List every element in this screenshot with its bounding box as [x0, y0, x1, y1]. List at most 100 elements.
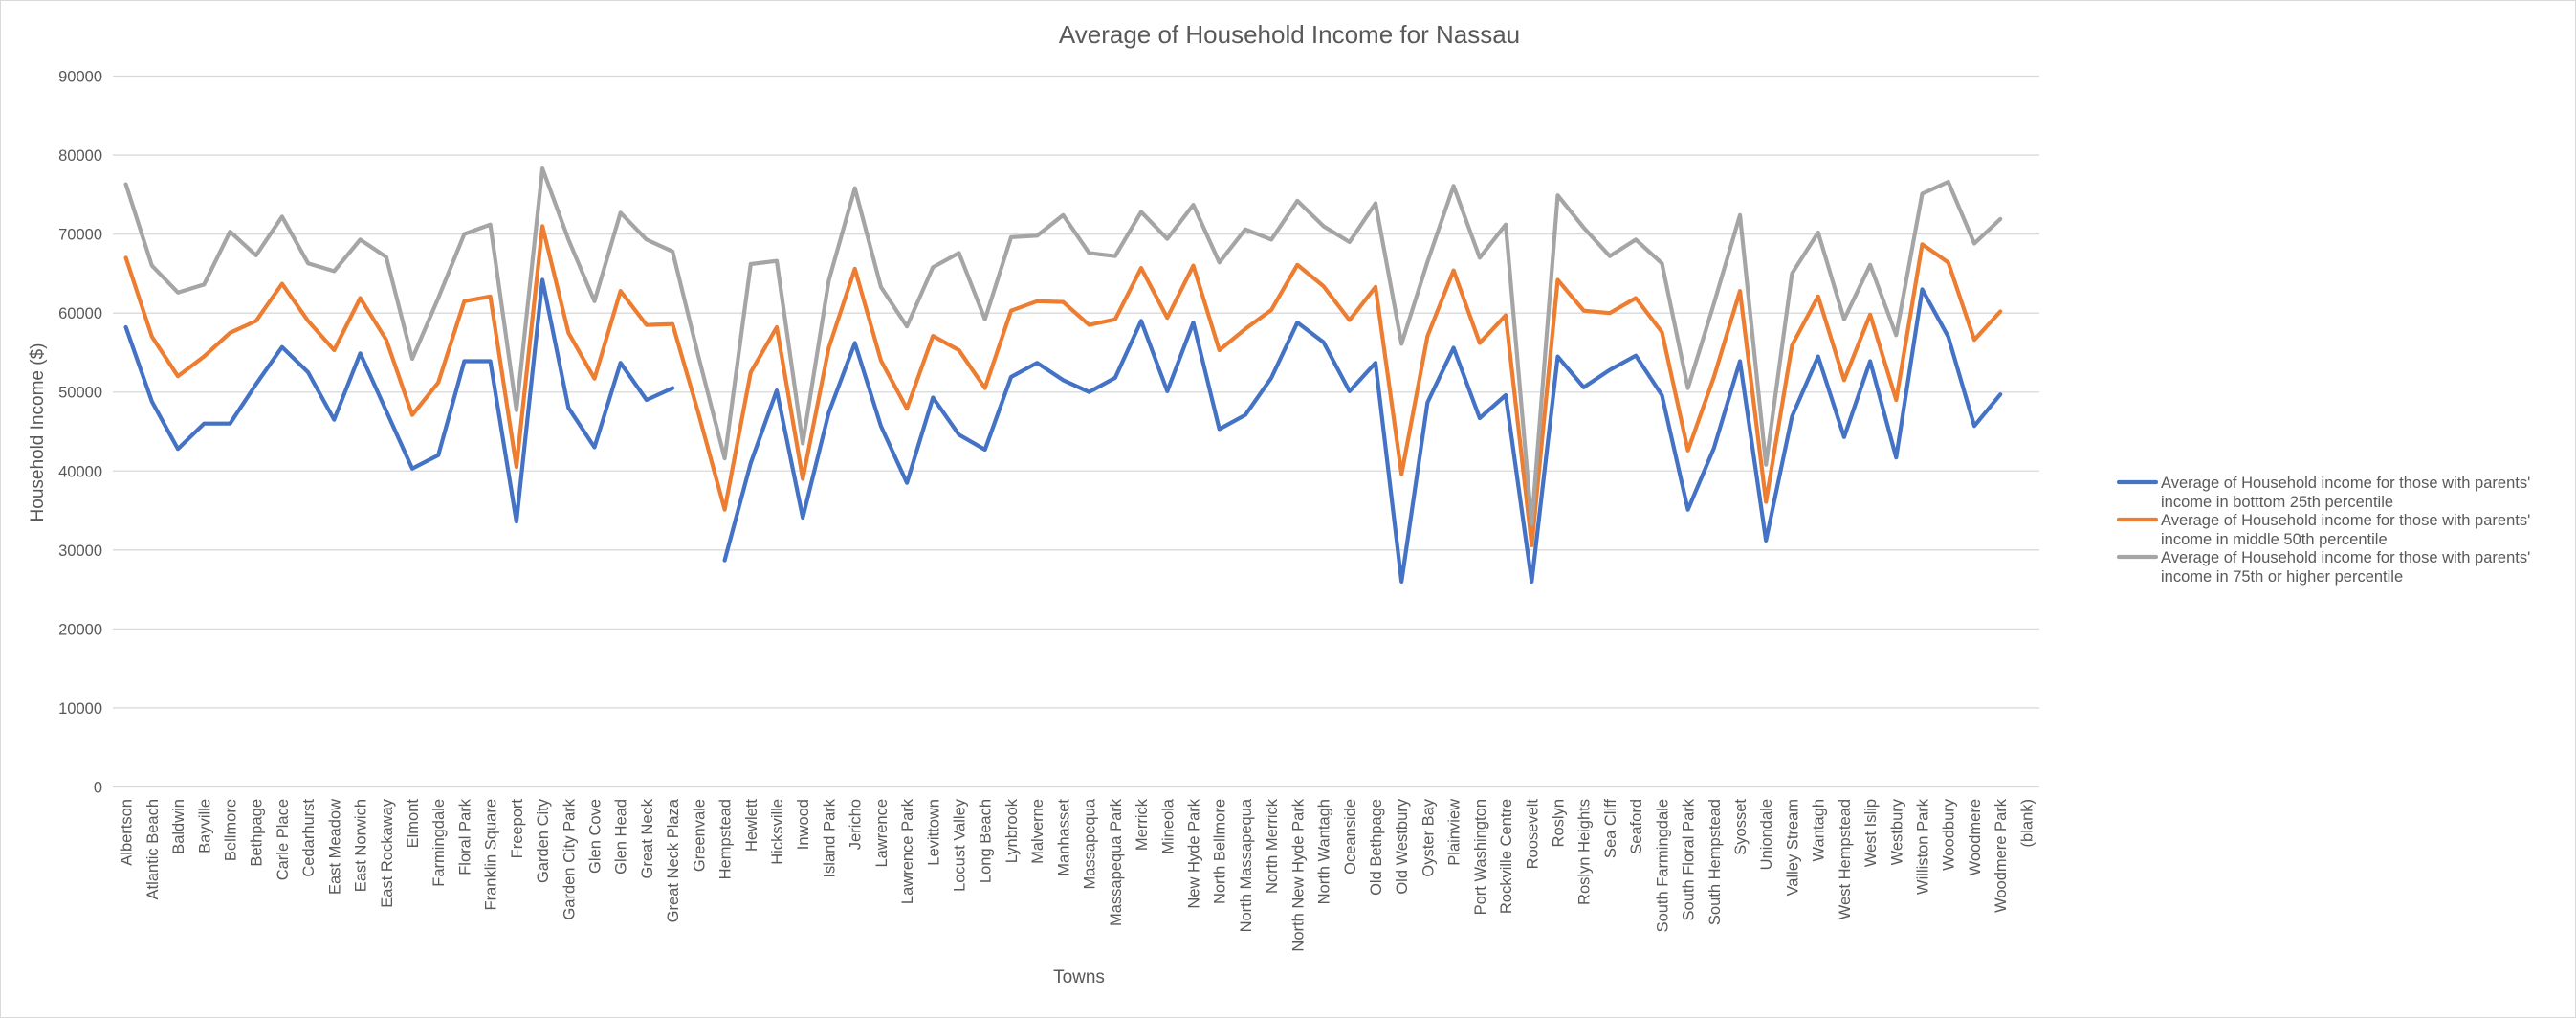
x-tick-label: Merrick: [1134, 798, 1151, 851]
series-line-2: [123, 166, 2003, 526]
x-tick-label: Massapequa: [1082, 798, 1099, 889]
x-tick-label: Old Bethpage: [1368, 799, 1385, 896]
y-tick-label: 40000: [58, 463, 102, 480]
x-tick-label: Great Neck Plaza: [665, 798, 682, 922]
x-axis-title: Towns: [1053, 967, 1105, 987]
x-tick-label: Uniondale: [1758, 799, 1775, 870]
x-tick-label: Hempstead: [717, 799, 735, 879]
x-tick-label: Long Beach: [978, 799, 995, 883]
x-tick-label: Albertson: [119, 799, 136, 866]
legend-label: income in middle 50th percentile: [2161, 531, 2388, 548]
y-tick-label: 60000: [58, 305, 102, 322]
x-tick-label: Floral Park: [456, 798, 473, 875]
x-tick-label: Bayville: [196, 799, 213, 853]
series-lines: [123, 166, 2003, 584]
x-tick-label: Massapequa Park: [1108, 798, 1125, 926]
x-tick-label: Williston Park: [1915, 798, 1932, 895]
x-tick-label: Lynbrook: [1003, 798, 1021, 863]
x-tick-label: Roslyn Heights: [1576, 799, 1594, 905]
x-tick-label: Hewlett: [743, 799, 760, 852]
x-tick-label: Roosevelt: [1524, 799, 1541, 870]
y-tick-label: 50000: [58, 385, 102, 402]
x-tick-label: Levittown: [925, 799, 942, 866]
x-tick-label: Garden City: [535, 798, 552, 883]
x-tick-label: Hicksville: [769, 799, 786, 865]
y-tick-label: 20000: [58, 621, 102, 638]
x-tick-label: Valley Stream: [1784, 799, 1801, 896]
x-tick-label: Malverne: [1029, 799, 1046, 864]
x-tick-label: West Islip: [1862, 799, 1880, 867]
x-tick-label: North Massapequa: [1238, 798, 1255, 932]
x-tick-label: Syosset: [1732, 799, 1750, 855]
x-tick-label: Glen Head: [613, 799, 630, 875]
x-tick-label: Lawrence Park: [899, 798, 916, 904]
x-tick-label: Manhasset: [1055, 799, 1072, 876]
legend-label: income in 75th or higher percentile: [2161, 568, 2403, 586]
legend-label: Average of Household income for those wi…: [2161, 512, 2530, 529]
x-tick-label: Woodmere Park: [1993, 798, 2010, 913]
x-tick-label: Wantagh: [1811, 799, 1828, 861]
series-line-0: [123, 277, 2003, 584]
x-tick-label: East Meadow: [326, 799, 343, 895]
y-tick-label: 80000: [58, 147, 102, 165]
x-tick-label: Rockville Centre: [1498, 799, 1515, 914]
x-tick-label: Bethpage: [249, 799, 266, 867]
x-tick-label: North Bellmore: [1212, 799, 1229, 904]
x-tick-label: Roslyn: [1551, 799, 1568, 847]
x-tick-label: South Farmingdale: [1654, 799, 1671, 932]
x-tick-label: South Hempstead: [1706, 799, 1724, 925]
chart-title: Average of Household Income for Nassau: [1059, 20, 1520, 49]
x-tick-label: (blank): [2018, 799, 2036, 847]
x-tick-label: Woodbury: [1941, 798, 1958, 871]
legend: Average of Household income for those wi…: [2116, 475, 2530, 586]
x-tick-label: West Hempstead: [1837, 799, 1854, 919]
x-tick-label: Plainview: [1446, 799, 1464, 866]
x-tick-label: Bellmore: [222, 799, 239, 861]
x-tick-label: Farmingdale: [430, 799, 448, 887]
legend-label: Average of Household income for those wi…: [2161, 475, 2530, 492]
x-tick-label: Woodmere: [1967, 799, 1984, 875]
y-tick-label: 10000: [58, 700, 102, 718]
x-tick-label: Carle Place: [275, 799, 292, 880]
x-tick-label: Jericho: [848, 799, 865, 850]
legend-label: Average of Household income for those wi…: [2161, 549, 2530, 566]
x-tick-label: North Wantagh: [1316, 799, 1333, 904]
x-tick-label: Great Neck: [639, 798, 656, 878]
x-tick-label: Oyster Bay: [1420, 798, 1437, 876]
x-tick-label: Garden City Park: [561, 798, 578, 919]
x-tick-label: Port Washington: [1472, 799, 1489, 915]
x-tick-label: Sea Cliff: [1602, 799, 1619, 858]
x-tick-label: East Rockaway: [379, 798, 396, 907]
x-tick-label: East Norwich: [353, 799, 370, 892]
x-tick-label: New Hyde Park: [1185, 798, 1202, 908]
x-tick-label: Seaford: [1628, 799, 1645, 854]
x-tick-label: Greenvale: [691, 799, 708, 872]
x-tick-label: Westbury: [1888, 798, 1905, 865]
x-tick-label: North New Hyde Park: [1289, 798, 1307, 951]
y-tick-label: 90000: [58, 69, 102, 86]
x-tick-label: Freeport: [509, 799, 526, 859]
y-axis-ticks: 0 10000 20000 30000 40000 50000 60000 70000 8000…: [58, 69, 102, 797]
y-axis-title: Household Income ($): [28, 343, 48, 522]
x-tick-label: Lawrence: [873, 799, 891, 868]
series-line-1: [123, 224, 2003, 547]
x-tick-label: Oceanside: [1342, 799, 1359, 875]
y-tick-label: 30000: [58, 543, 102, 560]
x-tick-label: North Merrick: [1264, 798, 1281, 894]
x-tick-label: Cedarhurst: [300, 799, 318, 877]
x-tick-label: Mineola: [1159, 798, 1177, 854]
legend-label: income in botttom 25th percentile: [2161, 494, 2393, 511]
x-tick-label: Old Westbury: [1394, 798, 1411, 894]
x-tick-label: Franklin Square: [483, 799, 500, 910]
x-axis-ticks: Albertson Atlantic Beach Baldwin Bayville Be…: [119, 798, 2037, 951]
y-tick-label: 70000: [58, 227, 102, 244]
x-tick-label: Elmont: [405, 799, 422, 849]
x-tick-label: Island Park: [821, 798, 838, 877]
x-tick-label: South Floral Park: [1681, 798, 1698, 920]
x-tick-label: Locust Valley: [952, 798, 969, 892]
x-tick-label: Glen Cove: [587, 799, 605, 874]
x-tick-label: Atlantic Beach: [144, 799, 162, 899]
x-tick-label: Baldwin: [170, 799, 187, 854]
